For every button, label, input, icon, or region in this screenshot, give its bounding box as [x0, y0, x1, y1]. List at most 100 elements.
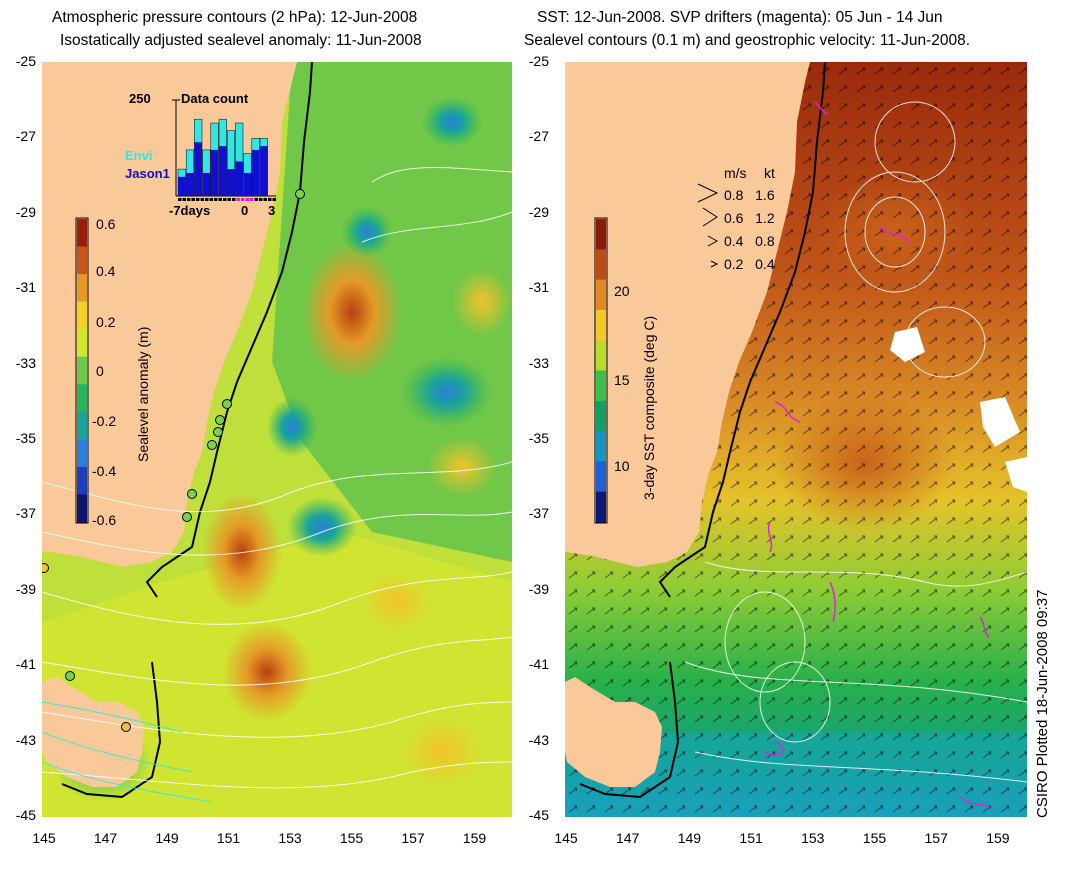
sst-colorbar [594, 217, 608, 524]
x-axis-tick: 153 [801, 830, 825, 846]
y-axis-tick: -35 [15, 430, 36, 446]
inset-date-marker [254, 198, 258, 201]
colorbar-segment [77, 219, 87, 248]
inset-bar-jason [243, 172, 252, 196]
x-axis-tick: 149 [677, 830, 702, 846]
colorbar-tick: 15 [614, 372, 630, 388]
colorbar-segment [77, 246, 87, 275]
inset-date-marker [196, 198, 200, 201]
cold-eddy [287, 497, 357, 557]
velocity-legend-row: 0.8 1.6 [724, 187, 775, 203]
velocity-legend-row: 0.4 0.8 [724, 233, 775, 249]
inset-title: Data count [181, 91, 249, 106]
x-axis-tick: 151 [216, 830, 241, 846]
y-axis-tick: -33 [528, 354, 549, 371]
cyan-contours [42, 701, 213, 803]
inset-bar-jason [210, 149, 219, 196]
inset-date-marker [191, 198, 195, 201]
inset-max-label: 250 [129, 91, 151, 106]
inset-bar-jason [251, 149, 260, 196]
colorbar-segment [596, 431, 606, 462]
colorbar-tick: -0.6 [92, 512, 117, 528]
inset-legend-jason: Jason1 [125, 166, 170, 181]
colorbar-tick: 10 [614, 458, 630, 474]
y-axis-tick: -27 [528, 128, 549, 145]
inset-bar-jason [227, 169, 235, 196]
colorbar-segment [596, 491, 606, 523]
inset-bar-jason [194, 142, 202, 196]
y-axis-tick: -39 [15, 580, 36, 597]
colorbar-tick: 0 [96, 363, 104, 379]
y-axis-tick: -29 [15, 203, 36, 220]
inset-date-marker [209, 198, 213, 201]
x-axis-tick: 147 [93, 830, 118, 846]
inset-date-marker [232, 198, 236, 201]
inset-x-left: -7days [169, 203, 211, 218]
inset-date-marker [250, 198, 254, 201]
sealevel-map-panel [42, 62, 512, 817]
x-axis-tick: 149 [155, 830, 179, 846]
y-axis-tick: -41 [528, 656, 549, 673]
y-axis-tick: -33 [15, 354, 36, 371]
pressure-contours [42, 167, 512, 789]
sst-map [565, 62, 1027, 817]
y-axis-tick: -31 [15, 279, 36, 296]
inset-date-marker [259, 198, 263, 201]
inset-date-marker [218, 198, 222, 201]
inset-bar-jason [178, 176, 186, 196]
y-axis-tick: -29 [528, 203, 549, 220]
x-axis-tick: 159 [986, 830, 1010, 846]
inset-date-marker [227, 198, 231, 201]
inset-date-marker [187, 198, 191, 201]
colorbar-segment [596, 279, 606, 311]
warm-eddy [222, 622, 312, 722]
land-tasmania [42, 677, 144, 787]
y-axis-tick: -45 [528, 807, 549, 823]
colorbar-segment [596, 249, 606, 281]
inset-date-marker [245, 198, 249, 201]
y-axis-tick: -35 [528, 430, 549, 446]
cloud-gaps [890, 327, 1027, 492]
inset-legend-envi: Envi [125, 148, 153, 163]
inset-bar-jason [219, 146, 227, 196]
coastline-contour [145, 62, 313, 598]
inset-date-marker [223, 198, 227, 201]
y-axis-tick: -45 [15, 807, 36, 823]
colorbar-segment [596, 309, 606, 341]
coastline-contour [658, 62, 826, 598]
left-title-line2: Isostatically adjusted sealevel anomaly:… [60, 32, 422, 49]
colorbar-segment [77, 384, 87, 413]
inset-date-marker [182, 198, 186, 201]
colorbar-segment [596, 370, 606, 402]
tide-gauges [42, 189, 305, 732]
right-title-line2: Sealevel contours (0.1 m) and geostrophi… [524, 32, 971, 49]
inset-date-marker [272, 198, 276, 201]
colorbar-tick: 0.4 [96, 263, 116, 279]
velocity-legend-header-ms: m/s [724, 165, 747, 181]
y-axis-tick: -39 [528, 580, 549, 597]
cold-eddy [422, 97, 482, 147]
inset-date-marker [200, 198, 204, 201]
x-axis-tick: 153 [278, 830, 302, 846]
colorbar-segment [77, 356, 87, 385]
y-axis-tick: -25 [15, 53, 36, 69]
plotted-timestamp: CSIRO Plotted 18-Jun-2008 09:37 [1034, 589, 1051, 818]
y-axis-tick: -43 [528, 731, 549, 748]
right-title-line1: SST: 12-Jun-2008. SVP drifters (magenta)… [537, 9, 943, 26]
x-axis-tick: 157 [924, 830, 948, 846]
y-axis-tick: -37 [15, 505, 36, 522]
inset-date-marker [268, 198, 272, 201]
sealevel-map [42, 62, 512, 817]
colorbar-segment [77, 439, 87, 468]
cold-eddy [342, 207, 392, 257]
velocity-legend-header-kt: kt [764, 165, 775, 181]
colorbar-tick: 0.6 [96, 216, 116, 232]
inset-x-right: 3 [268, 203, 276, 218]
colorbar-segment [596, 219, 606, 250]
y-axis-tick: -37 [528, 505, 549, 522]
inset-date-marker [214, 198, 218, 201]
colorbar-segment [596, 400, 606, 432]
inset-date-marker [205, 198, 209, 201]
svp-drifter-tracks [764, 101, 991, 808]
colorbar-segment [77, 494, 87, 523]
